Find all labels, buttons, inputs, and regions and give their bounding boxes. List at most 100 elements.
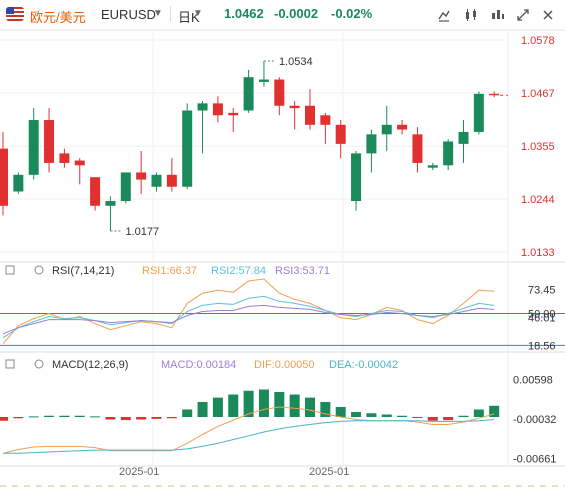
price-tick-label: 1.0244: [521, 194, 555, 206]
rsi-legend-label: RSI3:53.71: [275, 265, 330, 277]
candle-body[interactable]: [458, 131, 469, 144]
macd-histogram-bar: [212, 397, 223, 417]
expand-icon[interactable]: [513, 6, 533, 24]
macd-histogram-bar: [258, 389, 269, 417]
candle-body[interactable]: [381, 124, 392, 135]
macd-histogram-bar: [381, 414, 392, 417]
macd-tick-label: -0.00661: [513, 453, 556, 465]
macd-histogram-bar: [120, 417, 131, 421]
candle-body[interactable]: [120, 172, 131, 202]
candle-body[interactable]: [151, 174, 162, 187]
candle-body[interactable]: [258, 79, 269, 82]
price-tick-label: 1.0467: [521, 88, 555, 100]
candle-body[interactable]: [351, 153, 362, 202]
macd-histogram-bar: [412, 417, 423, 418]
period-chevron-icon[interactable]: ▼: [193, 8, 203, 19]
candle-body[interactable]: [90, 177, 101, 206]
macd-title: MACD(12,26,9): [52, 359, 128, 371]
candle-body[interactable]: [74, 160, 85, 166]
candle-body[interactable]: [59, 153, 70, 163]
rsi-title: RSI(7,14,21): [52, 265, 114, 277]
candle-body[interactable]: [366, 134, 377, 154]
candle-body[interactable]: [305, 105, 315, 125]
macd-legend-label: DIF:0.00050: [254, 359, 315, 371]
divider: [170, 6, 171, 22]
candle-body[interactable]: [105, 201, 116, 206]
last-price: 1.0462: [224, 6, 264, 21]
macd-histogram-bar: [90, 416, 101, 418]
x-tick-label: 2025-01: [119, 466, 159, 478]
candle-body[interactable]: [212, 103, 223, 116]
candle-body[interactable]: [13, 174, 24, 192]
symbol-label[interactable]: EURUSD: [101, 7, 156, 22]
candle-body[interactable]: [243, 77, 254, 111]
macd-histogram-bar: [136, 417, 147, 420]
settings-icon[interactable]: [34, 265, 44, 275]
eu-us-flag-icon: [6, 7, 24, 21]
candle-body[interactable]: [136, 172, 147, 180]
toolbar: 欧元/美元 EURUSD ▼ 日K ▼ 1.0462 -0.0002 -0.02…: [0, 0, 565, 30]
candle-body[interactable]: [489, 93, 500, 96]
macd-histogram-bar: [274, 392, 285, 417]
candle-body[interactable]: [166, 174, 177, 187]
rsi-tick-label: 73.45: [528, 285, 556, 297]
close-icon[interactable]: [538, 6, 558, 24]
macd-histogram-bar: [59, 415, 70, 417]
macd-legend-label: MACD:0.00184: [161, 359, 236, 371]
rsi-legend-label: RSI1:66.37: [142, 265, 197, 277]
price-tick-label: 1.0578: [521, 35, 555, 47]
macd-histogram-bar: [243, 390, 254, 417]
candle-body[interactable]: [397, 124, 408, 130]
rsi-tick-label: 18.56: [528, 340, 556, 352]
chevron-down-icon[interactable]: ▼: [153, 8, 163, 19]
candle-body[interactable]: [182, 110, 193, 187]
candle-body[interactable]: [28, 120, 39, 175]
visibility-icon[interactable]: [5, 265, 15, 275]
rsi-tick-label: 46.01: [528, 313, 556, 325]
macd-histogram-bar: [489, 405, 500, 417]
macd-histogram-bar: [335, 407, 346, 417]
indicator-icon[interactable]: [488, 6, 508, 24]
macd-histogram-bar: [305, 397, 315, 417]
macd-histogram-bar: [197, 402, 208, 417]
candle-body[interactable]: [320, 115, 331, 125]
candle-body[interactable]: [427, 165, 438, 168]
macd-histogram-bar: [28, 416, 39, 418]
rsi-legend-label: RSI2:57.84: [211, 265, 266, 277]
low-annotation: 1.0177: [125, 226, 159, 238]
macd-tick-label: 0.00598: [513, 375, 553, 387]
rsi-line-rsi2: [2, 295, 495, 339]
candle-body[interactable]: [197, 103, 208, 111]
macd-histogram-bar: [351, 412, 362, 417]
pair-name[interactable]: 欧元/美元: [30, 10, 86, 25]
macd-legend-label: DEA:-0.00042: [329, 359, 398, 371]
candle-body[interactable]: [443, 141, 454, 166]
price-change: -0.0002: [274, 6, 319, 21]
price-tick-label: 1.0355: [521, 141, 555, 153]
candle-body[interactable]: [289, 105, 300, 109]
candle-body[interactable]: [44, 120, 55, 163]
candle-body[interactable]: [274, 79, 285, 106]
settings-icon[interactable]: [34, 359, 44, 369]
candle-body[interactable]: [228, 112, 239, 116]
rsi-line-rsi3: [2, 304, 495, 335]
macd-histogram-bar: [44, 415, 55, 417]
macd-histogram-bar: [105, 417, 116, 420]
visibility-icon[interactable]: [5, 359, 15, 369]
chart-type-icon[interactable]: [461, 6, 481, 24]
candle-body[interactable]: [473, 93, 484, 132]
macd-histogram-bar: [427, 417, 438, 421]
macd-histogram-bar: [151, 417, 162, 419]
price-change-pct: -0.02%: [331, 6, 373, 21]
macd-histogram-bar: [74, 415, 85, 417]
candle-body[interactable]: [412, 134, 423, 163]
draw-icon[interactable]: [434, 6, 454, 24]
candle-body[interactable]: [335, 124, 346, 144]
period-selector[interactable]: 日K: [178, 10, 200, 25]
macd-line-dea: [3, 419, 495, 454]
price-tick-label: 1.0133: [521, 247, 555, 259]
macd-histogram-bar: [228, 394, 239, 417]
candle-body[interactable]: [0, 148, 8, 206]
rsi-tick-label: 50.00: [528, 309, 556, 321]
